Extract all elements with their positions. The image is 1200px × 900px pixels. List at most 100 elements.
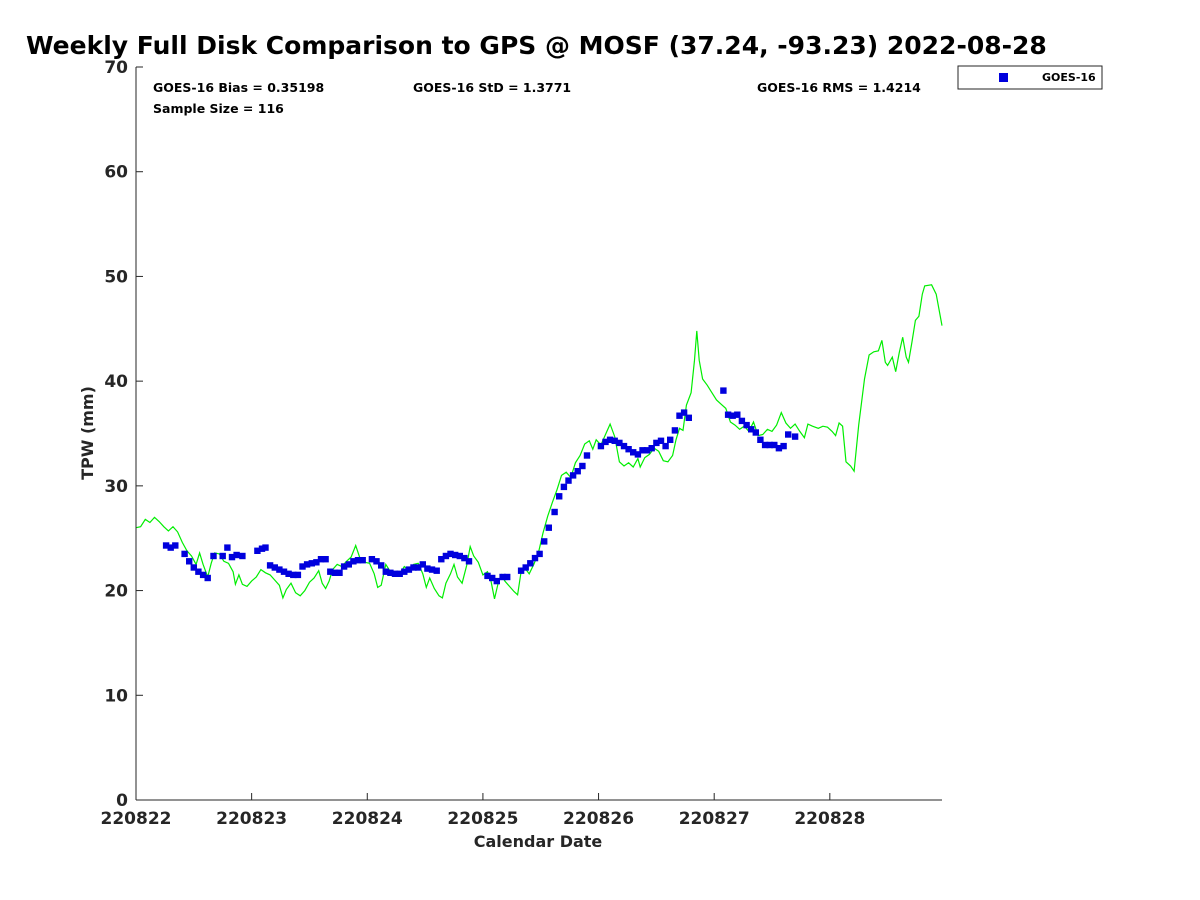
goes16-point [620,442,628,450]
goes16-point [428,566,436,573]
goes16-point [541,538,548,545]
goes16-point [172,542,179,549]
goes16-point [667,436,674,443]
goes16-point [775,445,783,452]
goes16-point [720,387,727,394]
y-tick-label: 0 [116,791,128,811]
goes16-point [254,547,261,554]
goes16-point [424,565,431,572]
goes16-point [419,561,426,568]
goes16-point [322,556,329,563]
goes16-point [653,439,660,447]
goes16-point [657,437,665,444]
goes16-point [685,414,692,421]
goes16-point [266,562,274,569]
goes16-point [551,508,558,516]
goes16-point [465,558,473,565]
goes16-point [625,446,632,453]
goes16-point [447,550,454,558]
goes16-point [387,569,394,576]
goes16-point [499,573,506,581]
goes16-point [262,544,269,551]
goes16-point [616,439,623,447]
x-tick-label: 220823 [216,809,287,829]
goes16-point [378,562,385,569]
goes16-point [634,451,642,458]
goes16-point [785,431,792,438]
goes16-point [271,564,278,571]
goes16-point [536,550,543,558]
goes16-point [643,447,651,454]
rms-stat: GOES-16 RMS = 1.4214 [757,80,921,95]
goes16-point [186,558,193,565]
goes16-point [162,542,170,549]
goes16-point [195,568,202,575]
goes16-point [258,545,266,552]
goes16-point [228,553,236,561]
goes16-point [456,552,463,560]
legend: GOES-16 [957,65,1103,90]
legend-box [957,65,1103,90]
goes16-point [791,433,799,440]
legend-marker-goes16 [999,73,1008,82]
goes16-point [331,569,339,576]
y-tick-label: 10 [104,686,128,706]
goes16-point [340,563,348,570]
goes16-point [752,429,759,436]
goes16-point [602,438,609,446]
ticks-layer: 0 10 20 30 40 50 60 70 220822 220823 220824 220825 2… [101,58,866,829]
x-tick-label: 220824 [332,809,403,829]
sample-size-stat: Sample Size = 116 [153,101,284,116]
y-tick-label: 50 [104,267,128,287]
goes16-point [671,427,679,434]
goes16-point [391,570,399,577]
goes16-point [336,569,343,576]
goes16-point [662,442,669,450]
goes16-point [574,468,581,475]
goes16-point [280,568,288,575]
goes16-point [415,564,422,571]
y-tick-label: 60 [104,163,128,183]
goes16-point [583,452,591,459]
x-axis-label: Calendar Date [474,832,603,851]
goes16-point [504,573,511,581]
goes16-point [299,563,306,570]
goes16-point [531,554,539,562]
goes16-point [285,570,292,577]
goes16-point [308,560,315,567]
goes16-point [382,568,389,575]
x-tick-label: 220822 [101,809,172,829]
axes-layer [135,67,942,801]
goes16-point [345,561,352,568]
goes16-point [493,577,500,585]
goes16-point [327,568,334,575]
goes16-point [606,436,614,443]
goes16-point [556,493,563,500]
chart-title: Weekly Full Disk Comparison to GPS @ MOS… [26,31,1047,60]
bias-stat: GOES-16 Bias = 0.35198 [153,80,324,95]
goes16-point [359,557,366,564]
x-tick-label: 220827 [679,809,750,829]
goes16-point [181,550,188,558]
goes16-point [639,447,646,454]
goes16-point [210,552,217,560]
goes16-point [527,560,534,567]
goes16-point [199,571,207,579]
goes16-point [738,417,746,425]
goes16-point [484,572,491,580]
goes16-point [303,561,311,568]
goes16-point [560,483,568,491]
goes16-point [224,544,231,551]
std-stat: GOES-16 StD = 1.3771 [413,80,571,95]
goes16-point [780,442,787,450]
goes16-point [748,426,755,433]
x-tick-label: 220825 [447,809,518,829]
goes16-point [757,436,764,443]
goes16-point [317,556,325,563]
goes16-point [354,557,362,564]
goes16-point [276,566,283,573]
goes16-point [204,574,211,582]
goes16-point [190,564,197,571]
series-layer [135,284,943,600]
